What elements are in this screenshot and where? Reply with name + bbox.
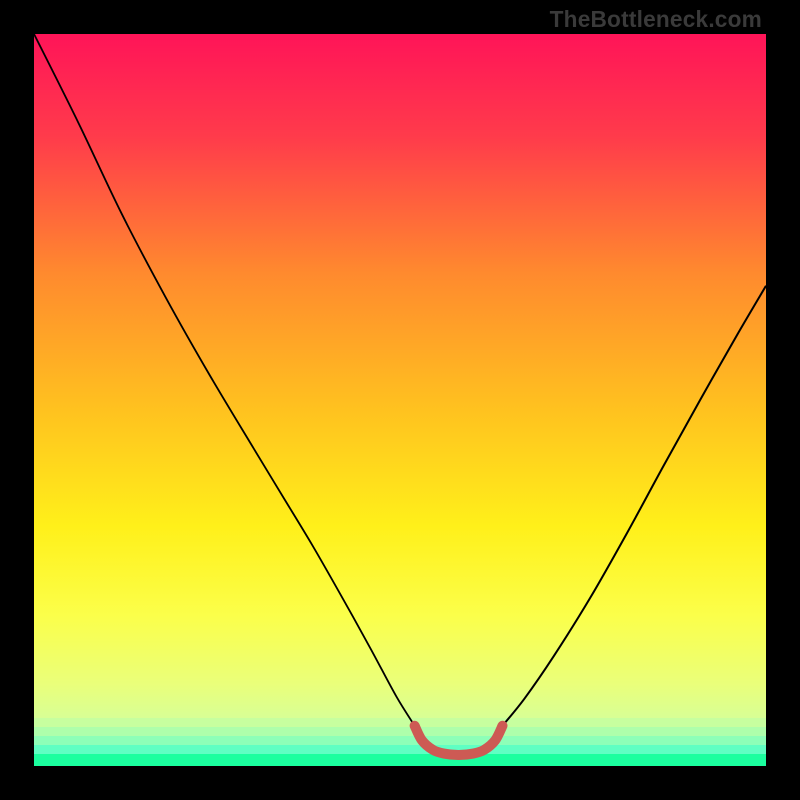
curve-right <box>502 286 766 726</box>
curve-left <box>34 34 415 726</box>
curve-layer <box>34 34 766 766</box>
frame-border-bottom <box>0 766 800 800</box>
chart-frame: TheBottleneck.com <box>0 0 800 800</box>
plot-area <box>34 34 766 766</box>
frame-border-left <box>0 0 34 800</box>
curve-floor-highlight <box>415 726 503 755</box>
attribution-text: TheBottleneck.com <box>550 6 762 33</box>
frame-border-right <box>766 0 800 800</box>
